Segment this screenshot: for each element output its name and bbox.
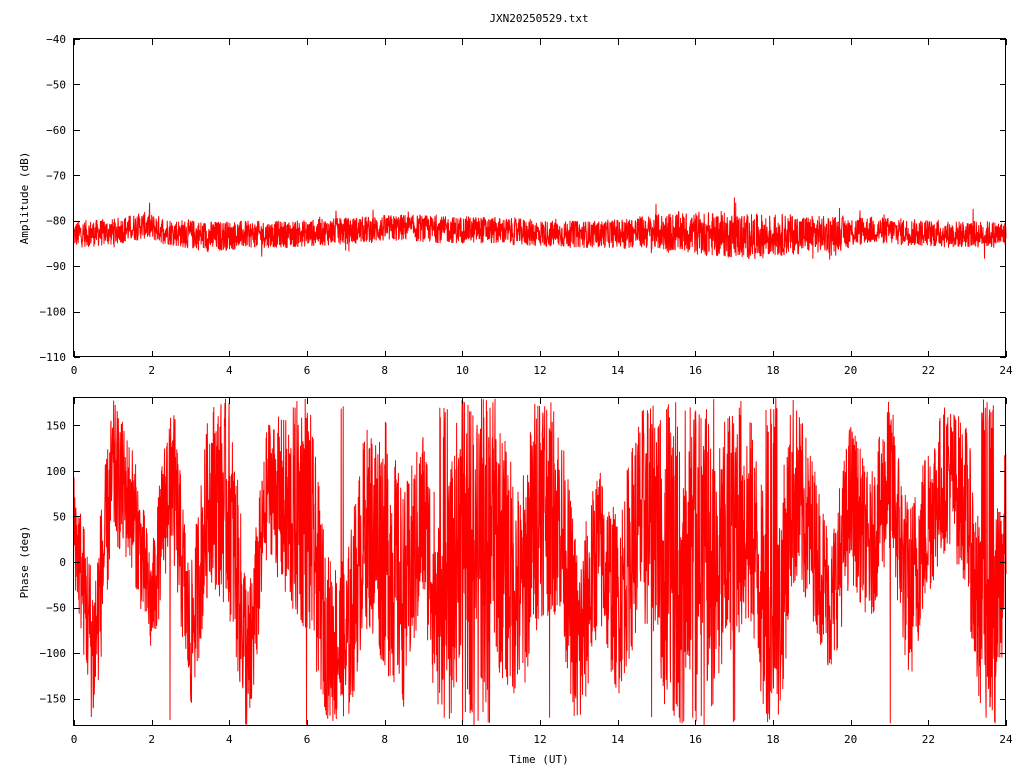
phase-y-tick-label: 50 bbox=[53, 510, 66, 523]
amplitude-y-tick-label: −60 bbox=[46, 124, 66, 137]
amplitude-x-tick-label: 10 bbox=[456, 364, 469, 377]
phase-x-tick-label: 22 bbox=[922, 733, 935, 746]
phase-x-tick-label: 18 bbox=[766, 733, 779, 746]
amplitude-x-tick-label: 8 bbox=[381, 364, 388, 377]
phase-panel: 0 2 4 6 8 10 12 14 16 18 20 22 24150100500−50−100−15… bbox=[18, 397, 1013, 766]
phase-x-tick-label: 20 bbox=[844, 733, 857, 746]
amplitude-x-tick-label: 22 bbox=[922, 364, 935, 377]
phase-x-tick-label: 14 bbox=[611, 733, 625, 746]
amplitude-y-axis-label: Amplitude (dB) bbox=[18, 152, 31, 245]
phase-x-tick-label: 16 bbox=[689, 733, 702, 746]
phase-y-tick-label: 100 bbox=[46, 465, 66, 478]
amplitude-y-tick-label: −90 bbox=[46, 260, 66, 273]
amplitude-y-tick-label: −40 bbox=[46, 33, 66, 46]
amplitude-ticks: 0 2 4 6 8 10 12 14 16 18 20 22 24−40−50−60−70−80−90−… bbox=[40, 33, 1013, 377]
amplitude-x-tick-label: 12 bbox=[533, 364, 546, 377]
phase-ticks: 0 2 4 6 8 10 12 14 16 18 20 22 24150100500−50−100−15… bbox=[40, 398, 1013, 746]
amplitude-y-tick-label: −100 bbox=[40, 306, 67, 319]
phase-y-tick-label: −100 bbox=[40, 647, 67, 660]
phase-x-tick-label: 12 bbox=[533, 733, 546, 746]
amplitude-x-tick-label: 14 bbox=[611, 364, 625, 377]
phase-y-tick-label: 150 bbox=[46, 419, 66, 432]
phase-series bbox=[73, 398, 1007, 726]
amplitude-y-tick-label: −70 bbox=[46, 169, 66, 182]
amplitude-series-line bbox=[73, 197, 1007, 260]
amplitude-y-tick-label: −50 bbox=[46, 78, 66, 91]
phase-x-tick-label: 24 bbox=[999, 733, 1013, 746]
amplitude-x-tick-label: 18 bbox=[766, 364, 779, 377]
amplitude-y-tick-label: −110 bbox=[40, 351, 67, 364]
amplitude-x-tick-label: 2 bbox=[148, 364, 155, 377]
x-axis-label: Time (UT) bbox=[509, 753, 569, 766]
amplitude-x-tick-label: 20 bbox=[844, 364, 857, 377]
amplitude-y-tick-label: −80 bbox=[46, 215, 66, 228]
phase-y-tick-label: −50 bbox=[46, 602, 66, 615]
amplitude-x-tick-label: 0 bbox=[71, 364, 78, 377]
phase-x-tick-label: 6 bbox=[304, 733, 311, 746]
phase-x-tick-label: 10 bbox=[456, 733, 469, 746]
phase-y-tick-label: 0 bbox=[59, 556, 66, 569]
phase-x-tick-label: 0 bbox=[71, 733, 78, 746]
phase-x-tick-label: 4 bbox=[226, 733, 233, 746]
amplitude-panel: 0 2 4 6 8 10 12 14 16 18 20 22 24−40−50−60−70−80−90−… bbox=[18, 33, 1013, 377]
phase-x-tick-label: 8 bbox=[381, 733, 388, 746]
phase-x-tick-label: 2 bbox=[148, 733, 155, 746]
phase-y-axis-label: Phase (deg) bbox=[18, 526, 31, 599]
phase-y-tick-label: −150 bbox=[40, 693, 67, 706]
amplitude-x-tick-label: 16 bbox=[689, 364, 702, 377]
chart-title: JXN20250529.txt bbox=[489, 12, 588, 25]
amplitude-x-tick-label: 24 bbox=[999, 364, 1013, 377]
phase-plot-frame bbox=[73, 397, 1006, 726]
amplitude-x-tick-label: 4 bbox=[226, 364, 233, 377]
amplitude-series bbox=[73, 197, 1007, 260]
amplitude-plot-frame bbox=[73, 38, 1006, 357]
phase-series-line bbox=[73, 398, 1007, 726]
amplitude-x-tick-label: 6 bbox=[304, 364, 311, 377]
